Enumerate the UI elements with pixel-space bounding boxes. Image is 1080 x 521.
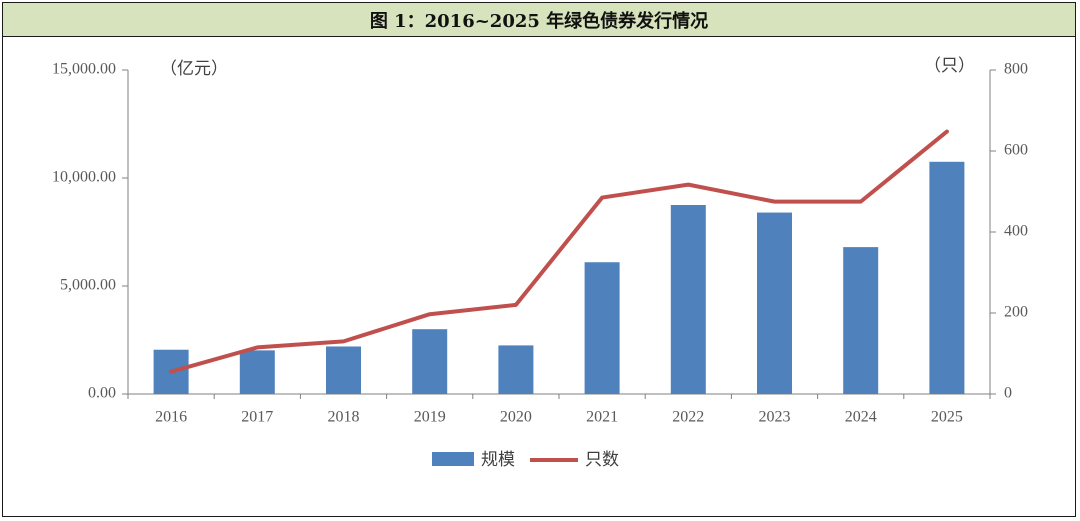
right-tick-label: 400: [1004, 223, 1028, 240]
x-tick-label: 2023: [759, 409, 791, 426]
x-tick-label: 2017: [241, 409, 273, 426]
x-tick-label: 2020: [500, 409, 532, 426]
line-point-2016: [170, 371, 172, 373]
line-point-2022: [687, 184, 689, 186]
bar-2017: [239, 350, 275, 394]
right-axis-unit: （只）: [924, 56, 975, 76]
line-point-2023: [774, 201, 775, 203]
line-point-2025: [946, 131, 948, 133]
bar-2021: [584, 262, 620, 394]
x-tick-label: 2025: [931, 409, 963, 426]
chart-title: 图 1：2016~2025 年绿色债券发行情况: [369, 10, 709, 32]
left-tick-label: 0.00: [88, 385, 116, 402]
bar-2022: [670, 205, 706, 394]
bar-2018: [326, 346, 361, 394]
right-tick-label: 0: [1004, 385, 1012, 402]
x-tick-label: 2016: [155, 409, 187, 426]
x-tick-label: 2019: [414, 409, 446, 426]
x-tick-label: 2018: [328, 409, 360, 426]
legend-label-bar: 规模: [481, 450, 515, 470]
x-tick-label: 2024: [845, 409, 877, 426]
bar-2025: [929, 161, 965, 394]
left-axis-unit: （亿元）: [160, 59, 228, 79]
line-point-2019: [429, 313, 431, 315]
bar-2019: [412, 329, 448, 394]
left-tick-label: 5,000.00: [60, 277, 116, 294]
left-tick-label: 10,000.00: [52, 169, 116, 186]
line-point-2021: [601, 197, 603, 199]
line-point-2020: [515, 304, 517, 306]
legend-label-line: 只数: [585, 450, 619, 470]
x-tick-label: 2022: [672, 409, 704, 426]
right-tick-label: 200: [1004, 304, 1028, 321]
bar-2023: [757, 212, 792, 394]
count-line: [169, 129, 949, 374]
title-bar: 图 1：2016~2025 年绿色债券发行情况: [3, 3, 1075, 37]
line-point-2018: [343, 340, 344, 342]
right-tick-label: 600: [1004, 142, 1028, 159]
bar-2020: [498, 345, 534, 394]
bar-2024: [843, 247, 879, 394]
line-point-2024: [860, 201, 862, 203]
legend-swatch-bar: [432, 452, 474, 466]
x-tick-label: 2021: [586, 409, 618, 426]
left-tick-label: 15,000.00: [52, 61, 116, 78]
right-tick-label: 800: [1004, 61, 1028, 78]
line-point-2017: [256, 346, 258, 348]
